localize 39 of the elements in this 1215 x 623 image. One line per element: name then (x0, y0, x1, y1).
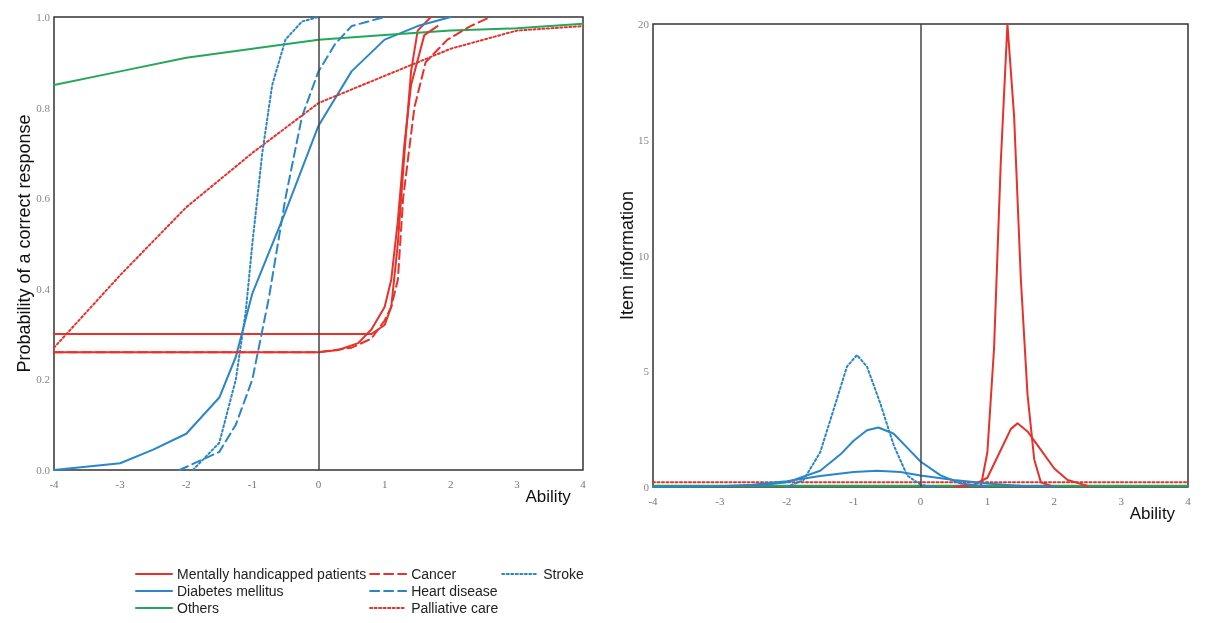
x-tick-label: 2 (1051, 494, 1057, 507)
x-tick-label: 3 (514, 477, 521, 490)
legend-label: Mentally handicapped patients (177, 566, 367, 582)
legend-label: Palliative care (411, 600, 499, 616)
legend-label: Stroke (543, 566, 584, 582)
x-tick-label: -1 (247, 477, 257, 490)
x-tick-label: -4 (648, 494, 659, 507)
x-axis-title: Ability (525, 487, 572, 506)
legend-label: Others (177, 600, 220, 616)
x-tick-label: -1 (849, 494, 859, 507)
x-tick-label: 4 (1185, 494, 1192, 507)
y-tick-label: 15 (638, 133, 650, 146)
legend-label: Cancer (411, 566, 457, 582)
x-tick-label: -3 (115, 477, 126, 490)
x-axis-title: Ability (1129, 504, 1176, 523)
x-tick-label: 4 (580, 477, 587, 490)
x-tick-label: 2 (448, 477, 454, 490)
x-tick-label: 3 (1118, 494, 1125, 507)
y-tick-label: 5 (643, 365, 650, 378)
x-tick-label: 0 (917, 494, 924, 507)
y-tick-label: 10 (638, 249, 650, 262)
x-tick-label: -2 (782, 494, 792, 507)
y-axis-title: Item information (617, 190, 637, 321)
y-tick-label: 0.8 (36, 101, 51, 114)
legend-label: Diabetes mellitus (177, 583, 284, 599)
y-tick-label: 20 (638, 18, 650, 30)
y-tick-label: 0.4 (36, 282, 51, 295)
x-tick-label: 1 (984, 494, 991, 507)
x-tick-label: 0 (315, 477, 322, 490)
y-axis-title: Probability of a correct response (14, 114, 34, 373)
legend-label: Heart disease (411, 583, 498, 599)
x-tick-label: -4 (49, 477, 60, 490)
y-tick-label: 0.2 (36, 373, 50, 386)
y-tick-label: 0.6 (36, 192, 51, 205)
x-tick-label: -3 (715, 494, 725, 507)
x-tick-label: -2 (181, 477, 191, 490)
y-tick-label: 0.0 (36, 464, 51, 476)
x-tick-label: 1 (381, 477, 388, 490)
y-tick-label: 1.0 (36, 11, 51, 23)
